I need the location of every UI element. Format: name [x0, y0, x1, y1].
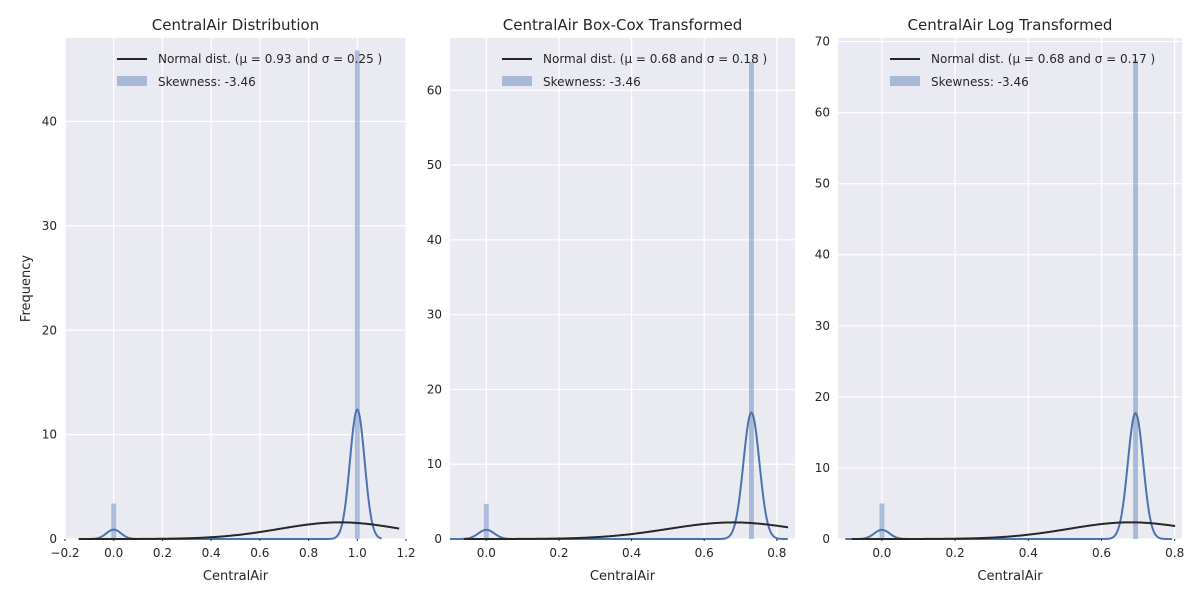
- y-tick-label: 40: [427, 233, 442, 247]
- y-tick-label: 60: [427, 83, 442, 97]
- histogram-bar: [111, 503, 117, 539]
- legend-hist-swatch: [890, 76, 920, 86]
- y-tick-label: 60: [815, 106, 830, 120]
- y-tick-label: 30: [815, 319, 830, 333]
- y-tick-label: 10: [42, 428, 57, 442]
- x-tick-label: 0.8: [767, 546, 786, 560]
- legend: Normal dist. (μ = 0.93 and σ = 0.25 ) Ske…: [117, 52, 382, 89]
- normal-fit-line: [851, 521, 1176, 540]
- x-tick-label: 0.8: [299, 546, 318, 560]
- histogram-bar: [749, 61, 754, 540]
- legend-normal-label: Normal dist. (μ = 0.93 and σ = 0.25 ): [158, 52, 382, 66]
- y-tick-label: 10: [815, 461, 830, 475]
- x-axis-label: CentralAir: [977, 569, 1043, 584]
- y-tick-label: 70: [815, 35, 830, 49]
- y-tick-label: 10: [427, 457, 442, 471]
- chart-title: CentralAir Log Transformed: [908, 16, 1113, 34]
- y-tick-label: 20: [815, 390, 830, 404]
- subplot-1: −0.2 0.0 0.2 0.4 0.6 0.8 1.0 1.2 0 10 20 30 40 Centra…: [19, 16, 416, 584]
- histogram-bar: [483, 503, 489, 539]
- legend-hist-label: Skewness: -3.46: [931, 75, 1029, 89]
- y-tick-label: 0: [49, 532, 57, 546]
- x-tick-label: 1.0: [348, 546, 367, 560]
- subplot-2: 0.0 0.2 0.4 0.6 0.8 0 10 20 30 40 50 60 CentralAir B…: [427, 16, 795, 584]
- normal-fit-line: [463, 521, 789, 540]
- y-tick-label: 20: [427, 382, 442, 396]
- plot-area: [65, 38, 406, 539]
- plot-area: [450, 38, 795, 539]
- legend: Normal dist. (μ = 0.68 and σ = 0.18 ) Ske…: [502, 52, 767, 89]
- y-tick-label: 30: [42, 219, 57, 233]
- y-tick-label: 50: [815, 177, 830, 191]
- histogram-bar: [879, 503, 885, 539]
- x-tick-label: 0.4: [622, 546, 641, 560]
- x-tick-label: 1.2: [396, 546, 415, 560]
- y-tick-label: 40: [815, 248, 830, 262]
- x-axis-label: CentralAir: [590, 569, 656, 584]
- x-tick-label: 0.8: [1165, 546, 1184, 560]
- x-axis-label: CentralAir: [203, 569, 269, 584]
- chart-title: CentralAir Distribution: [152, 16, 320, 34]
- x-tick-label: 0.6: [250, 546, 269, 560]
- histogram-bar: [1133, 60, 1138, 540]
- x-tick-label: 0.4: [202, 546, 221, 560]
- x-tick-label: 0.2: [549, 546, 568, 560]
- legend-hist-swatch: [117, 76, 147, 86]
- x-tick-label: 0.6: [695, 546, 714, 560]
- histogram-bar: [354, 50, 360, 540]
- subplot-3: 0.0 0.2 0.4 0.6 0.8 0 10 20 30 40 50 60 70 CentralAir…: [815, 16, 1185, 584]
- y-tick-label: 50: [427, 158, 442, 172]
- x-tick-label: 0.0: [477, 546, 496, 560]
- legend-hist-swatch: [502, 76, 532, 86]
- x-tick-label: −0.2: [50, 546, 79, 560]
- y-tick-label: 20: [42, 323, 57, 337]
- legend: Normal dist. (μ = 0.68 and σ = 0.17 ) Ske…: [890, 52, 1155, 89]
- y-tick-label: 40: [42, 115, 57, 129]
- chart-title: CentralAir Box-Cox Transformed: [503, 16, 742, 34]
- legend-normal-label: Normal dist. (μ = 0.68 and σ = 0.17 ): [931, 52, 1155, 66]
- y-tick-label: 0: [434, 532, 442, 546]
- normal-fit-line: [78, 521, 400, 540]
- plot-area: [838, 38, 1182, 539]
- x-tick-label: 0.0: [104, 546, 123, 560]
- x-tick-label: 0.2: [153, 546, 172, 560]
- legend-normal-label: Normal dist. (μ = 0.68 and σ = 0.18 ): [543, 52, 767, 66]
- y-tick-label: 0: [822, 532, 830, 546]
- y-axis-label: Frequency: [19, 255, 34, 322]
- legend-hist-label: Skewness: -3.46: [543, 75, 641, 89]
- legend-hist-label: Skewness: -3.46: [158, 75, 256, 89]
- x-tick-label: 0.0: [872, 546, 891, 560]
- x-tick-label: 0.6: [1092, 546, 1111, 560]
- x-tick-label: 0.4: [1019, 546, 1038, 560]
- y-tick-label: 30: [427, 308, 442, 322]
- x-tick-label: 0.2: [946, 546, 965, 560]
